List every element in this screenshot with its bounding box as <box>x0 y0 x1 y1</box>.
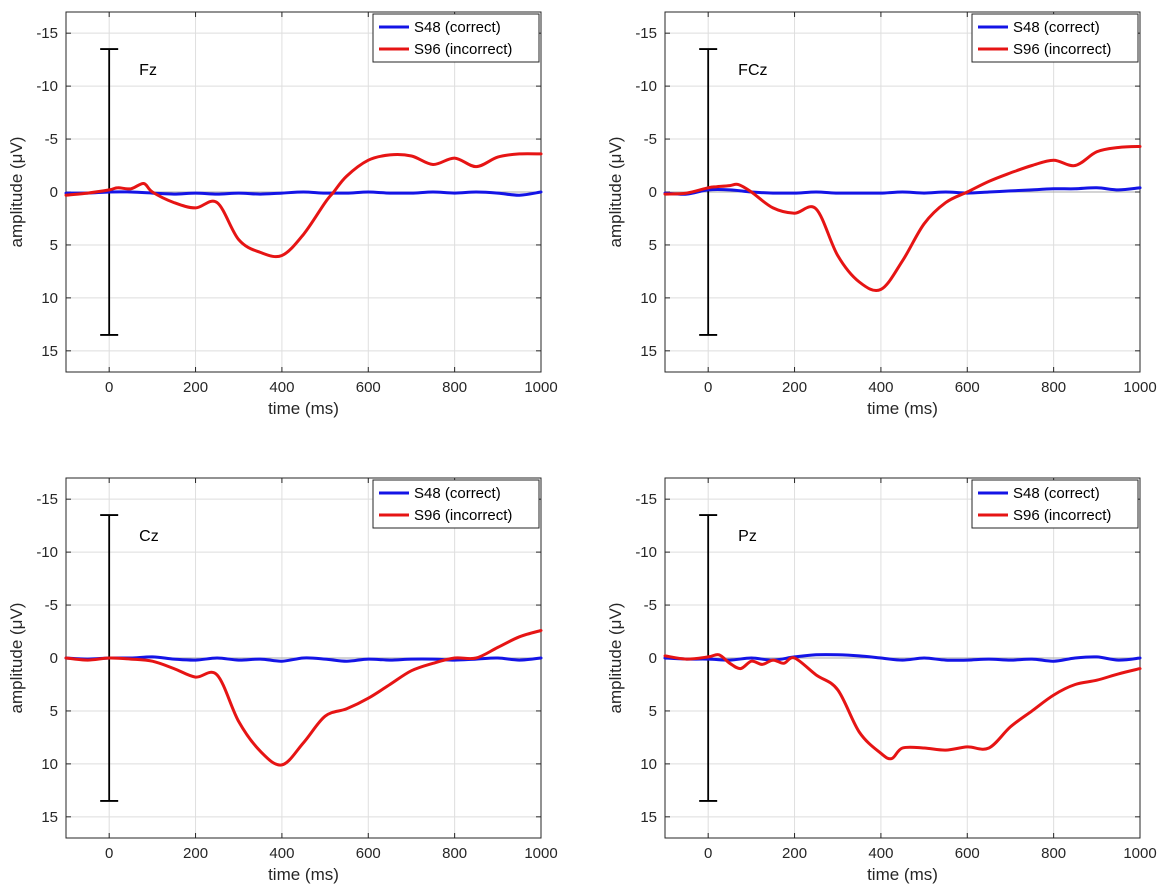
y-tick-label: 15 <box>640 809 657 826</box>
y-tick-label: -5 <box>45 131 58 148</box>
panel-cz: 0 200 400 600 800 1000 -15 -10 -5 0 5 10 15 time (ms)… <box>7 477 558 884</box>
series-line-s48 <box>663 186 1142 196</box>
series-line-s96 <box>663 145 1142 293</box>
y-tick-label: -5 <box>644 597 657 614</box>
x-axis-label: time (ms) <box>268 399 339 418</box>
legend-label: S48 (correct) <box>414 19 501 36</box>
series-line-s96 <box>64 152 543 259</box>
series-line-s48 <box>64 655 543 663</box>
x-tick-label: 1000 <box>524 845 557 862</box>
y-tick-label: -5 <box>644 131 657 148</box>
x-axis-label: time (ms) <box>867 399 938 418</box>
y-tick-label: 15 <box>640 343 657 360</box>
x-tick-label: 200 <box>782 379 807 396</box>
legend-box <box>971 13 1139 63</box>
legend: S48 (correct) S96 (incorrect) <box>372 479 540 529</box>
legend-label: S96 (incorrect) <box>1013 507 1111 524</box>
y-tick-label: 0 <box>649 650 657 667</box>
legend-box <box>971 479 1139 529</box>
y-tick-label: -10 <box>36 78 58 95</box>
x-tick-label: 1000 <box>1123 379 1156 396</box>
x-tick-label: 600 <box>356 379 381 396</box>
y-axis-label: amplitude (μV) <box>7 603 26 714</box>
y-axis-label: amplitude (μV) <box>7 137 26 248</box>
legend: S48 (correct) S96 (incorrect) <box>372 13 540 63</box>
y-tick-label: 10 <box>640 290 657 307</box>
y-tick-label: 5 <box>50 237 58 254</box>
x-tick-label: 600 <box>955 379 980 396</box>
x-tick-label: 200 <box>183 845 208 862</box>
y-tick-label: -15 <box>635 25 657 42</box>
x-axis-label: time (ms) <box>867 865 938 884</box>
x-tick-label: 1000 <box>524 379 557 396</box>
panel-title: FCz <box>738 62 767 79</box>
y-tick-label: 0 <box>50 650 58 667</box>
legend-label: S96 (incorrect) <box>414 41 512 58</box>
panel-fcz: 0 200 400 600 800 1000 -15 -10 -5 0 5 10 15 time (ms)… <box>606 11 1157 418</box>
legend-label: S48 (correct) <box>414 485 501 502</box>
y-tick-label: -15 <box>635 491 657 508</box>
x-tick-label: 400 <box>868 845 893 862</box>
x-tick-label: 200 <box>782 845 807 862</box>
y-tick-label: -10 <box>635 544 657 561</box>
y-tick-label: 10 <box>41 756 58 773</box>
panel-title: Cz <box>139 528 159 545</box>
x-tick-label: 400 <box>269 379 294 396</box>
panel-fz: 0 200 400 600 800 1000 -15 -10 -5 0 5 10 15 time (ms)… <box>7 11 558 418</box>
panel-pz: 0 200 400 600 800 1000 -15 -10 -5 0 5 10 15 time (ms)… <box>606 477 1157 884</box>
x-tick-label: 800 <box>442 845 467 862</box>
y-tick-label: -15 <box>36 491 58 508</box>
x-tick-label: 600 <box>955 845 980 862</box>
x-tick-label: 800 <box>1041 379 1066 396</box>
x-tick-label: 600 <box>356 845 381 862</box>
y-tick-label: 15 <box>41 343 58 360</box>
y-tick-label: 10 <box>41 290 58 307</box>
y-axis-label: amplitude (μV) <box>606 137 625 248</box>
x-tick-label: 400 <box>868 379 893 396</box>
y-tick-label: 5 <box>50 703 58 720</box>
series-line-s48 <box>64 190 543 197</box>
x-tick-label: 1000 <box>1123 845 1156 862</box>
legend: S48 (correct) S96 (incorrect) <box>971 13 1139 63</box>
y-tick-label: 10 <box>640 756 657 773</box>
y-tick-label: -5 <box>45 597 58 614</box>
x-tick-label: 0 <box>105 379 113 396</box>
legend-label: S48 (correct) <box>1013 19 1100 36</box>
panel-title: Pz <box>738 528 757 545</box>
x-tick-label: 200 <box>183 379 208 396</box>
panel-title: Fz <box>139 62 157 79</box>
y-tick-label: 0 <box>649 184 657 201</box>
x-tick-label: 800 <box>1041 845 1066 862</box>
x-tick-label: 0 <box>105 845 113 862</box>
legend-label: S96 (incorrect) <box>414 507 512 524</box>
legend: S48 (correct) S96 (incorrect) <box>971 479 1139 529</box>
series-line-s96 <box>663 653 1142 761</box>
y-tick-label: 0 <box>50 184 58 201</box>
y-tick-label: -10 <box>635 78 657 95</box>
y-tick-label: 15 <box>41 809 58 826</box>
y-tick-label: -15 <box>36 25 58 42</box>
y-tick-label: -10 <box>36 544 58 561</box>
legend-box <box>372 479 540 529</box>
x-tick-label: 0 <box>704 845 712 862</box>
series-line-s48 <box>663 653 1142 663</box>
legend-box <box>372 13 540 63</box>
y-axis-label: amplitude (μV) <box>606 603 625 714</box>
legend-label: S48 (correct) <box>1013 485 1100 502</box>
x-tick-label: 0 <box>704 379 712 396</box>
x-tick-label: 800 <box>442 379 467 396</box>
series-line-s96 <box>64 629 543 767</box>
legend-label: S96 (incorrect) <box>1013 41 1111 58</box>
y-tick-label: 5 <box>649 237 657 254</box>
x-tick-label: 400 <box>269 845 294 862</box>
x-axis-label: time (ms) <box>268 865 339 884</box>
y-tick-label: 5 <box>649 703 657 720</box>
